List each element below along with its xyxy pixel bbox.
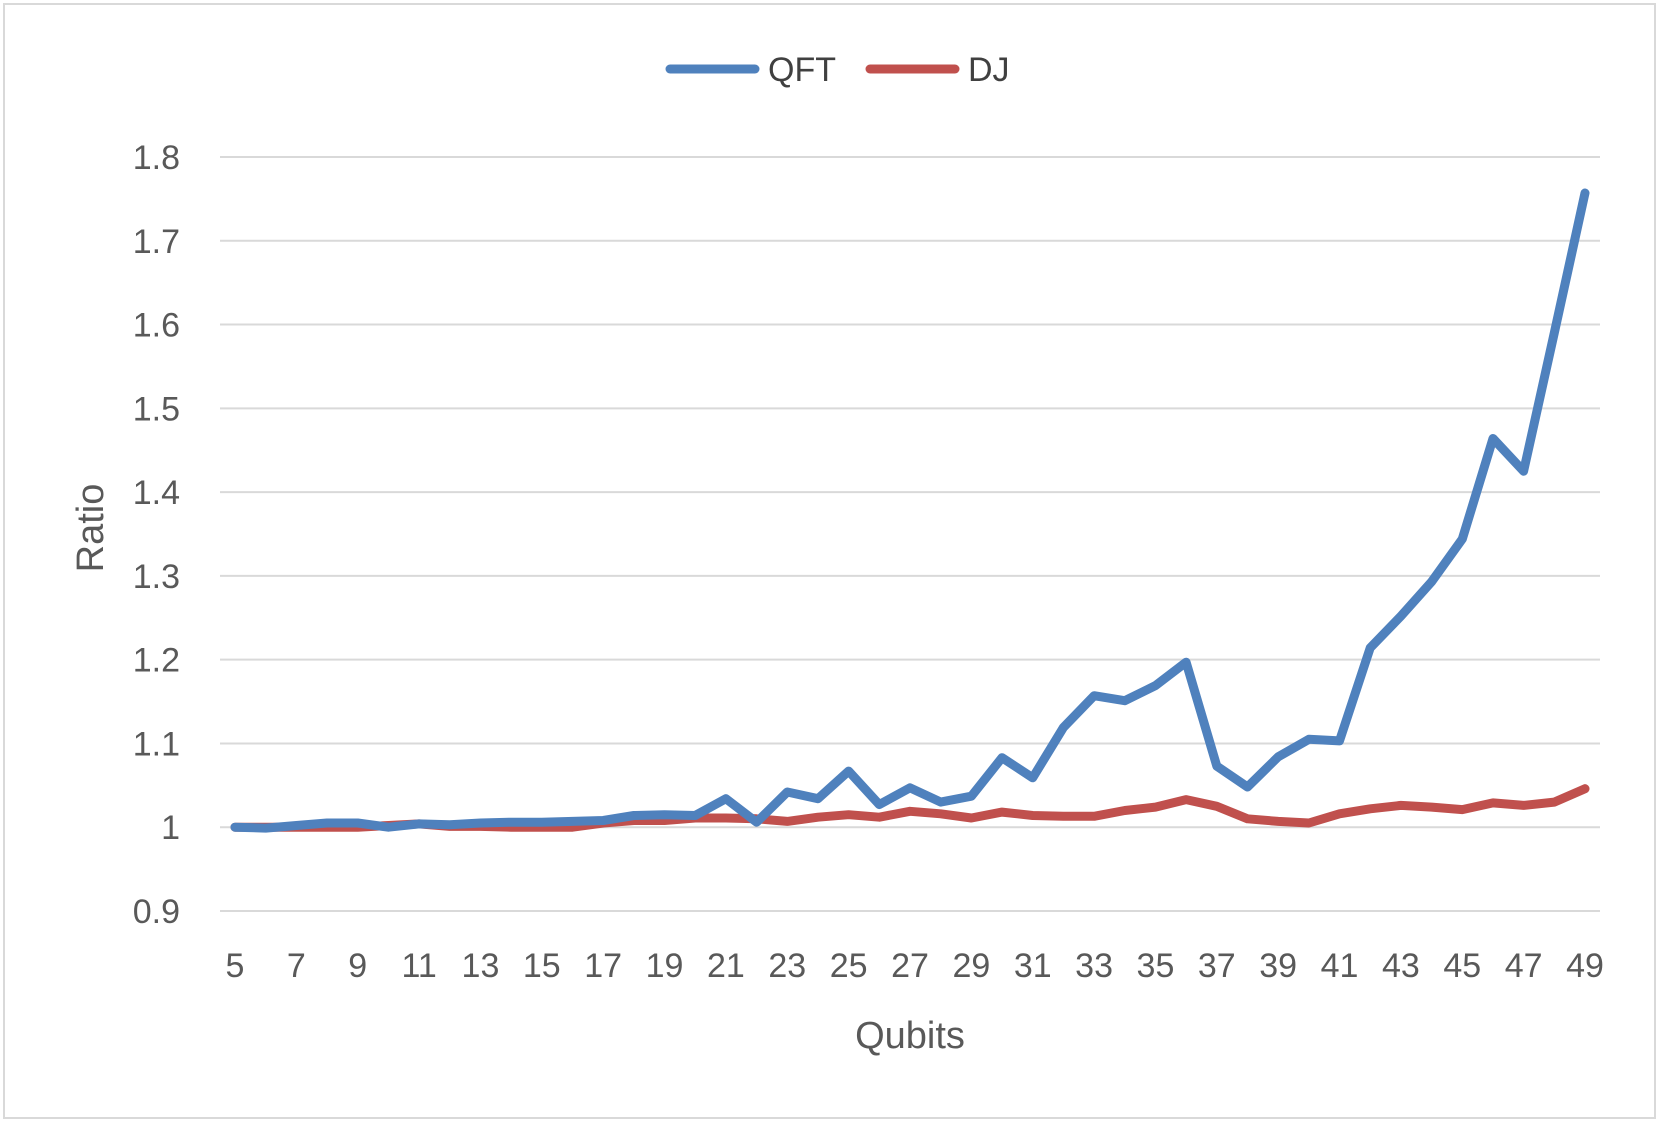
x-tick-label: 49 — [1566, 947, 1604, 985]
x-tick-label: 25 — [830, 947, 868, 985]
y-tick-label: 1.6 — [133, 307, 180, 345]
x-axis-ticks: 5 7 9 11 13 15 17 19 21 23 25 27 29 31 33 35 37 39 41 43 45 4… — [226, 947, 1604, 985]
x-tick-label: 19 — [646, 947, 684, 985]
y-axis-ticks: 0.9 1 1.1 1.2 1.3 1.4 1.5 1.6 1.7 1.8 — [133, 139, 180, 931]
y-tick-label: 1.7 — [133, 223, 180, 261]
series-line-qft — [230, 188, 1590, 833]
x-tick-label: 39 — [1259, 947, 1297, 985]
x-tick-label: 33 — [1075, 947, 1113, 985]
legend-label-dj: DJ — [968, 51, 1010, 89]
y-tick-label: 1.2 — [133, 642, 180, 680]
x-tick-label: 37 — [1198, 947, 1236, 985]
x-tick-label: 35 — [1137, 947, 1175, 985]
x-tick-label: 43 — [1382, 947, 1420, 985]
y-tick-label: 1.4 — [133, 474, 180, 512]
x-tick-label: 41 — [1321, 947, 1359, 985]
y-tick-label: 1 — [161, 809, 180, 847]
y-tick-label: 1.5 — [133, 390, 180, 428]
legend-label-qft: QFT — [768, 51, 836, 89]
x-tick-label: 29 — [952, 947, 990, 985]
y-tick-label: 1.3 — [133, 558, 180, 596]
chart-frame — [3, 3, 1656, 1119]
x-tick-label: 5 — [226, 947, 245, 985]
x-tick-label: 45 — [1443, 947, 1481, 985]
gridlines — [220, 156, 1600, 912]
x-tick-label: 23 — [768, 947, 806, 985]
x-tick-label: 47 — [1505, 947, 1543, 985]
y-axis-title: Ratio — [70, 484, 112, 573]
x-tick-label: 9 — [348, 947, 367, 985]
x-tick-label: 11 — [401, 947, 436, 985]
legend: QFT DJ — [665, 51, 1010, 89]
y-tick-label: 0.9 — [133, 893, 180, 931]
x-tick-label: 7 — [287, 947, 306, 985]
x-tick-label: 13 — [462, 947, 500, 985]
x-tick-label: 15 — [523, 947, 561, 985]
y-tick-label: 1.8 — [133, 139, 180, 177]
x-tick-label: 31 — [1014, 947, 1052, 985]
x-tick-label: 21 — [707, 947, 745, 985]
x-axis-title: Qubits — [855, 1015, 965, 1057]
x-tick-label: 17 — [584, 947, 622, 985]
series-lines — [230, 188, 1590, 833]
y-tick-label: 1.1 — [133, 725, 180, 763]
x-tick-label: 27 — [891, 947, 929, 985]
